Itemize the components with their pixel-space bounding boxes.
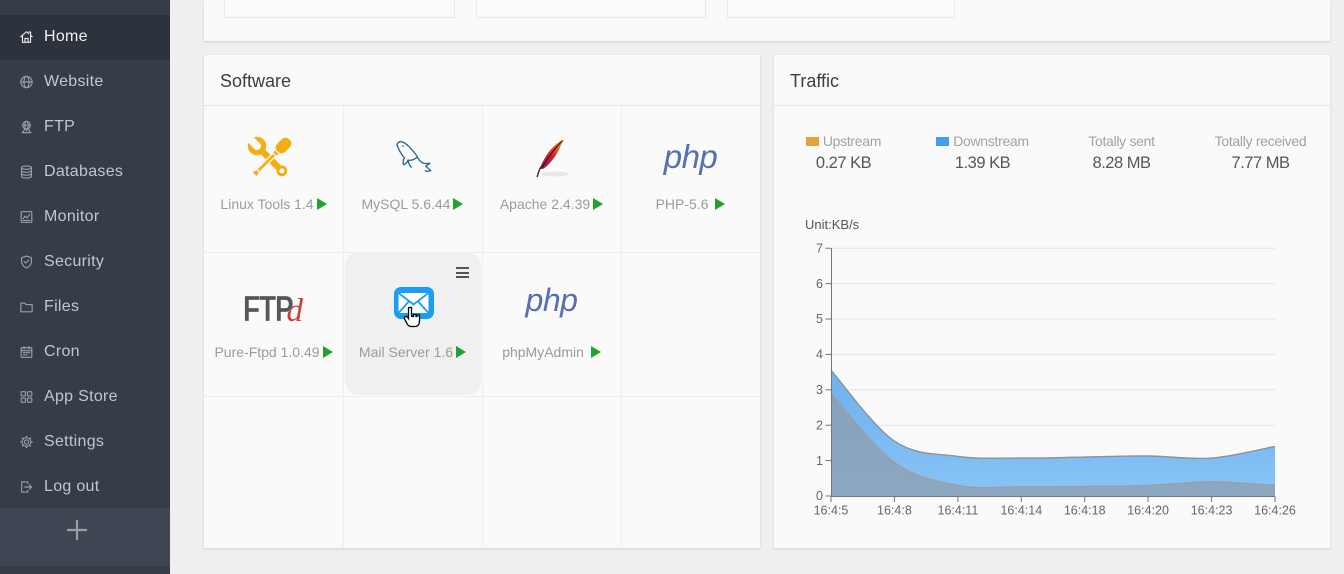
svg-text:16:4:8: 16:4:8 (877, 504, 912, 518)
svg-text:6: 6 (816, 277, 823, 291)
svg-text:3: 3 (816, 383, 823, 397)
svg-text:16:4:26: 16:4:26 (1254, 504, 1296, 518)
svg-text:16:4:5: 16:4:5 (814, 504, 849, 518)
svg-text:5: 5 (816, 312, 823, 326)
svg-text:16:4:11: 16:4:11 (938, 504, 979, 518)
svg-text:2: 2 (816, 418, 823, 432)
svg-text:1: 1 (816, 454, 823, 468)
svg-text:4: 4 (816, 348, 823, 362)
svg-text:16:4:23: 16:4:23 (1191, 504, 1233, 518)
svg-text:16:4:20: 16:4:20 (1127, 504, 1169, 518)
svg-text:16:4:18: 16:4:18 (1064, 504, 1106, 518)
svg-text:Unit:KB/s: Unit:KB/s (805, 217, 860, 232)
svg-text:16:4:14: 16:4:14 (1000, 504, 1042, 518)
svg-text:0: 0 (816, 489, 823, 503)
svg-text:7: 7 (816, 241, 823, 255)
